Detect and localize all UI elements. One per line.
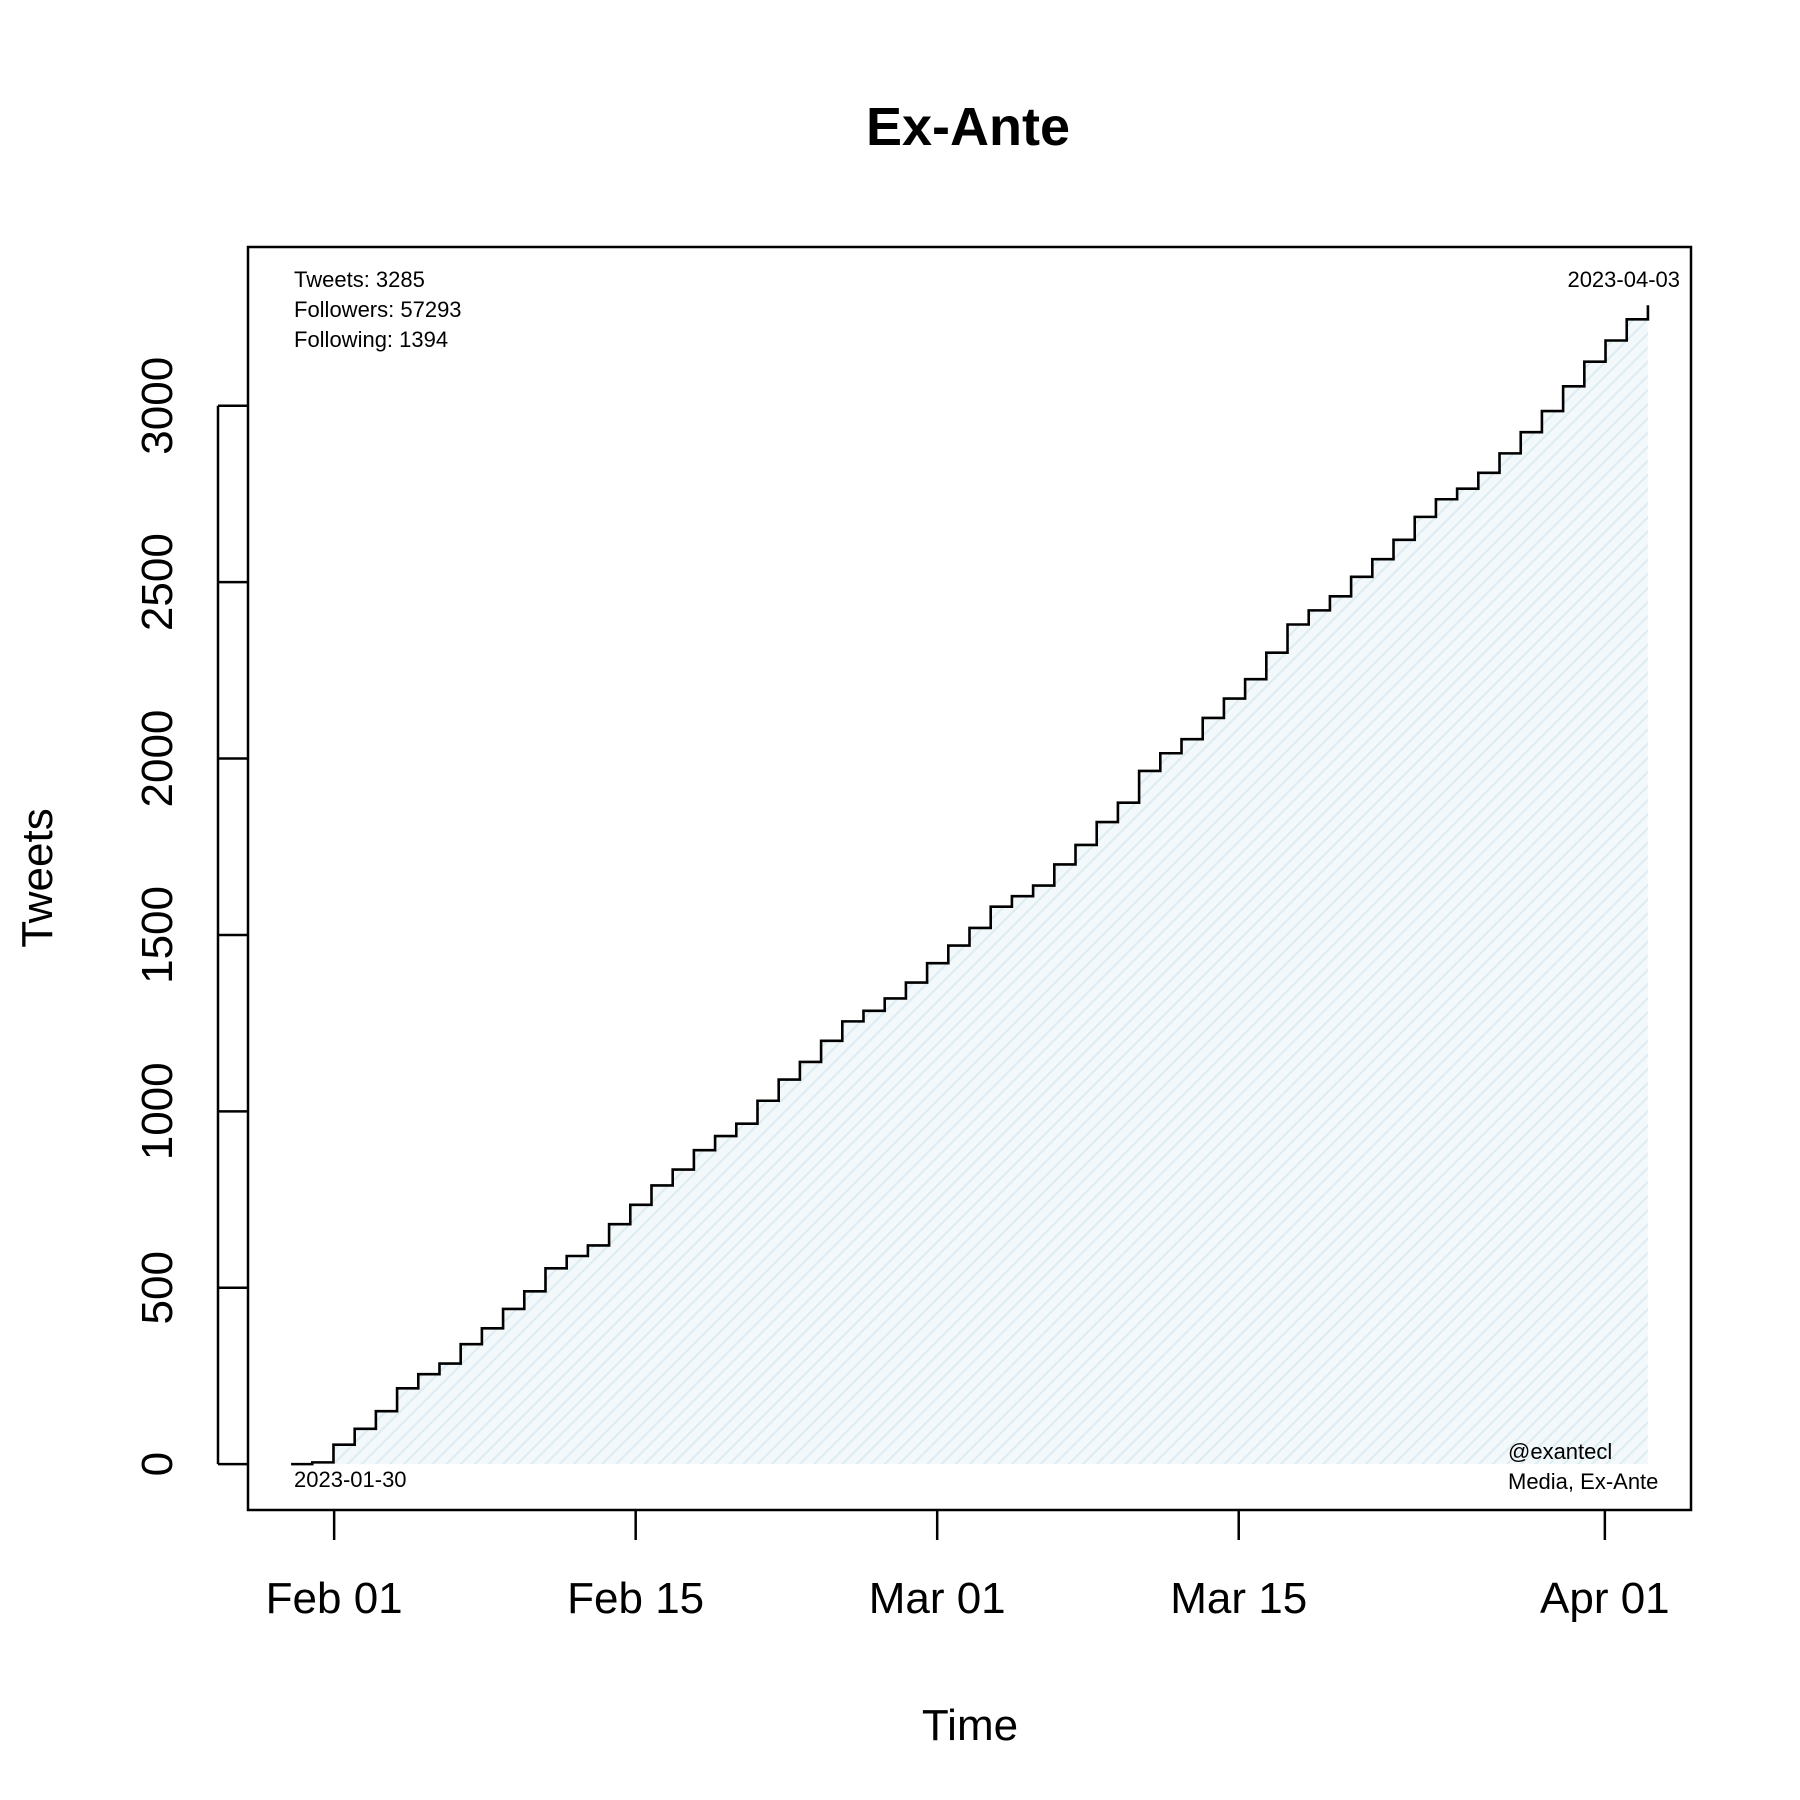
followers-stat: Followers: 57293 xyxy=(294,297,462,322)
series-line xyxy=(291,305,1650,1466)
y-tick-label: 1000 xyxy=(133,1062,182,1160)
x-tick-label: Mar 01 xyxy=(869,1574,1006,1623)
end-date-label: 2023-04-03 xyxy=(1567,267,1680,292)
series-step-line xyxy=(291,305,1650,1466)
x-axis-title: Time xyxy=(922,1701,1018,1750)
y-tick-label: 2500 xyxy=(133,533,182,631)
y-tick-label: 500 xyxy=(133,1251,182,1324)
following-stat: Following: 1394 xyxy=(294,327,448,352)
x-tick-label: Apr 01 xyxy=(1540,1574,1670,1623)
plot-frame xyxy=(246,245,1693,1512)
area-fill-shape xyxy=(291,305,1648,1465)
tweets-stat: Tweets: 3285 xyxy=(294,267,425,292)
handle-credit: @exantecl xyxy=(1508,1439,1612,1464)
x-tick-label: Feb 01 xyxy=(266,1574,403,1623)
y-tick-label: 0 xyxy=(133,1452,182,1476)
x-tick-label: Mar 15 xyxy=(1170,1574,1307,1623)
y-axis: 0 500 1000 1500 2000 2500 3000 xyxy=(133,357,248,1476)
x-tick-label: Feb 15 xyxy=(567,1574,704,1623)
chart-title: Ex-Ante xyxy=(866,97,1070,157)
y-axis-title: Tweets xyxy=(13,808,62,947)
media-credit: Media, Ex-Ante xyxy=(1508,1469,1658,1494)
x-axis: Feb 01 Feb 15 Mar 01 Mar 15 Apr 01 xyxy=(266,1510,1670,1623)
area-fill xyxy=(291,305,1648,1465)
start-date-label: 2023-01-30 xyxy=(294,1467,407,1492)
y-tick-label: 2000 xyxy=(133,710,182,808)
y-tick-label: 1500 xyxy=(133,886,182,984)
y-tick-label: 3000 xyxy=(133,357,182,455)
